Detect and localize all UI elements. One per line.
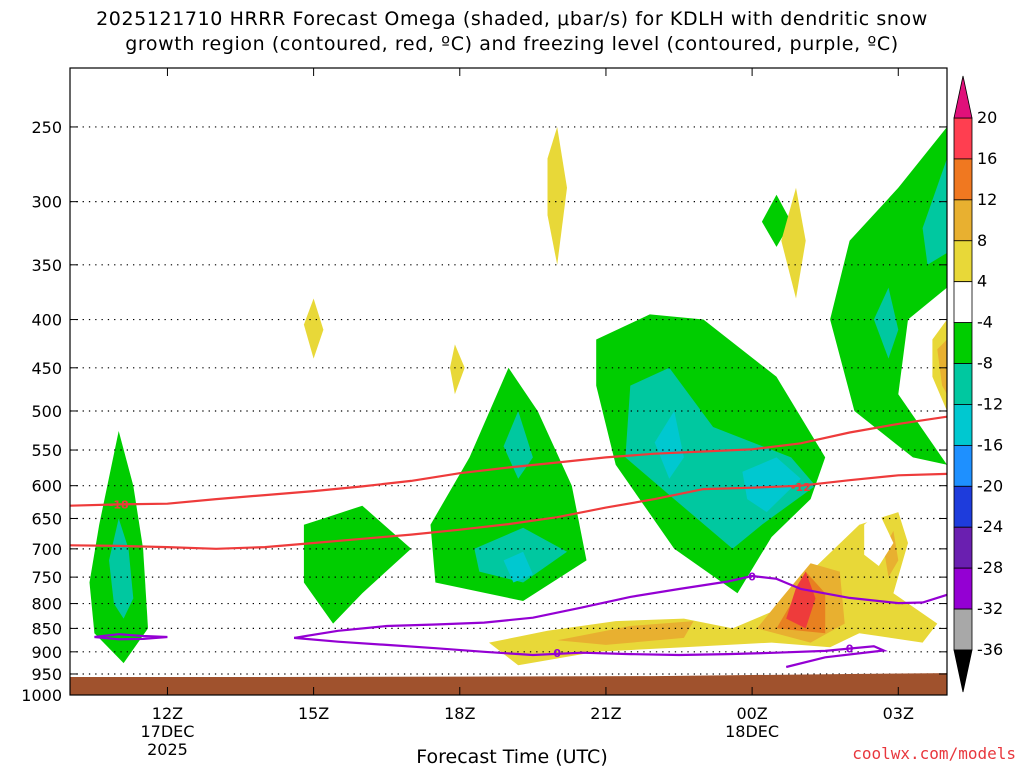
x-tick-sublabel-4: 18DEC [725, 722, 779, 741]
y-tick-label-5: 500 [31, 402, 62, 421]
colorbar-label-10: -24 [977, 517, 1003, 536]
colorbar-swatch-9 [953, 485, 973, 528]
terrain-fill [70, 673, 947, 695]
colorbar-label-7: -12 [977, 394, 1003, 413]
colorbar-swatch-11 [953, 567, 973, 610]
freezing-contour-0 [293, 574, 947, 639]
colorbar-swatch-5 [953, 322, 973, 364]
colorbar-label-6: -8 [977, 354, 993, 373]
colorbar-swatch-0 [953, 117, 973, 160]
y-tick-label-6: 550 [31, 441, 62, 460]
omega-region-14 [922, 158, 947, 265]
x-tick-label-1: 15Z [298, 704, 329, 723]
colorbar-label-3: 8 [977, 231, 987, 250]
colorbar-label-0: 20 [977, 108, 997, 127]
omega-region-25 [937, 339, 947, 395]
freezing-contour-2 [94, 633, 168, 641]
contour-label-3: 0 [748, 571, 756, 584]
colorbar-swatch-8 [953, 444, 973, 487]
colorbar-swatch-1 [953, 158, 973, 201]
omega-region-9 [654, 411, 684, 479]
x-tick-label-2: 18Z [444, 704, 475, 723]
contour-label-1: -12 [791, 481, 811, 494]
y-tick-label-14: 950 [31, 665, 62, 684]
contour-label-0: -18 [109, 498, 129, 511]
colorbar-swatch-2 [953, 199, 973, 242]
colorbar-label-4: 4 [977, 272, 987, 291]
x-tick-label-4: 00Z [736, 704, 767, 723]
omega-region-2 [303, 505, 412, 624]
plot-frame [69, 67, 948, 696]
y-tick-label-15: 1000 [21, 686, 62, 705]
omega-region-1 [109, 518, 134, 619]
omega-region-23 [786, 571, 816, 629]
omega-region-10 [742, 457, 801, 513]
colorbar-label-12: -32 [977, 599, 1003, 618]
y-tick-label-1: 300 [31, 193, 62, 212]
y-tick-label-7: 600 [31, 477, 62, 496]
y-tick-label-13: 900 [31, 643, 62, 662]
chart-title-line2: growth region (contoured, red, ºC) and f… [125, 33, 899, 55]
colorbar-bottom-arrow [953, 649, 973, 693]
colorbar-swatch-7 [953, 404, 973, 446]
colorbar-label-5: -4 [977, 313, 993, 332]
dgz-contour-0 [70, 415, 947, 507]
plot-area: -18 -12 0 0 0 [69, 67, 948, 696]
colorbar-swatch-3 [953, 240, 973, 283]
x-axis-label: Forecast Time (UTC) [416, 746, 608, 768]
omega-region-20 [557, 621, 694, 645]
omega-region-6 [503, 411, 533, 479]
x-tick-sublabel-0: 17DEC [140, 722, 194, 741]
contour-label-4: 0 [846, 643, 854, 656]
freezing-contour-1 [294, 636, 888, 669]
x-tick-label-3: 21Z [590, 704, 621, 723]
y-tick-label-12: 850 [31, 619, 62, 638]
omega-region-17 [450, 344, 465, 395]
omega-region-15 [547, 127, 567, 265]
y-tick-label-9: 700 [31, 540, 62, 559]
y-tick-label-4: 450 [31, 359, 62, 378]
x-tick-label-5: 03Z [883, 704, 914, 723]
y-tick-label-11: 800 [31, 595, 62, 614]
plot-inner: -18 -12 0 0 0 [70, 68, 947, 695]
colorbar-label-1: 16 [977, 149, 997, 168]
colorbar-label-11: -28 [977, 558, 1003, 577]
colorbar-label-13: -36 [977, 640, 1003, 659]
dgz-contour-1 [70, 472, 947, 550]
y-axis: 250 300 350 400 450 500 550 600 650 700 750 800 850 9… [21, 118, 947, 705]
contour-label-2: 0 [553, 647, 561, 660]
y-tick-label-0: 250 [31, 118, 62, 137]
colorbar-label-2: 12 [977, 190, 997, 209]
colorbar-label-8: -16 [977, 435, 1003, 454]
y-tick-label-10: 750 [31, 568, 62, 587]
omega-region-5 [503, 551, 533, 583]
y-tick-label-2: 350 [31, 256, 62, 275]
x-tick-label-0: 12Z [152, 704, 183, 723]
colorbar-label-9: -20 [977, 476, 1003, 495]
credit-link[interactable]: coolwx.com/models [852, 744, 1016, 763]
colorbar-swatch-12 [953, 608, 973, 651]
y-tick-label-8: 650 [31, 509, 62, 528]
colorbar: 20 16 12 8 4 -4 -8 -12 -16 -20 -24 -28 -32 -36 [953, 75, 1003, 693]
omega-region-13 [873, 287, 899, 359]
colorbar-swatch-6 [953, 363, 973, 405]
omega-region-16 [303, 298, 324, 359]
y-tick-label-3: 400 [31, 311, 62, 330]
omega-region-18 [781, 187, 806, 299]
colorbar-top-arrow [953, 75, 973, 119]
x-tick-sublabel2-0: 2025 [147, 740, 188, 759]
colorbar-swatch-4 [953, 281, 973, 324]
colorbar-swatch-10 [953, 526, 973, 569]
chart-title-line1: 2025121710 HRRR Forecast Omega (shaded, … [96, 8, 928, 30]
omega-gap [864, 512, 894, 566]
